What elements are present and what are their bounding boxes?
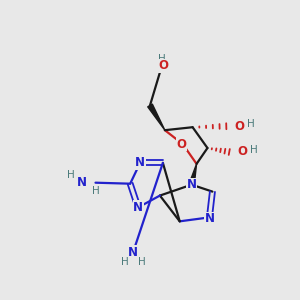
Text: N: N — [204, 212, 214, 225]
Text: H: H — [250, 145, 258, 154]
Text: O: O — [238, 146, 248, 158]
Text: H: H — [138, 257, 146, 267]
Text: H: H — [92, 186, 99, 196]
Polygon shape — [189, 164, 196, 185]
Text: N: N — [133, 201, 143, 214]
Text: N: N — [135, 156, 145, 170]
Text: H: H — [158, 54, 166, 64]
Polygon shape — [148, 104, 165, 130]
Text: H: H — [67, 170, 75, 180]
Text: N: N — [128, 245, 138, 259]
Text: O: O — [235, 120, 244, 133]
Text: H: H — [121, 257, 129, 267]
Text: H: H — [247, 119, 255, 129]
Text: N: N — [187, 178, 196, 191]
Text: O: O — [158, 59, 168, 72]
Text: N: N — [77, 176, 87, 189]
Text: O: O — [176, 138, 186, 151]
